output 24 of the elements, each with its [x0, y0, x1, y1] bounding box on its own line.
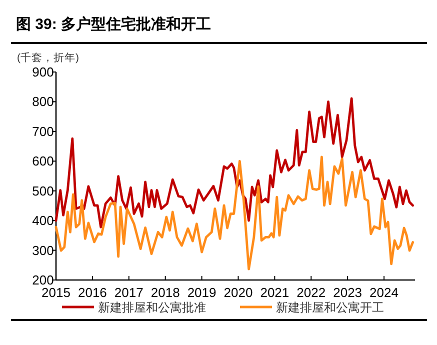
line-series	[54, 97, 414, 228]
legend-label: 新建排屋和公寓开工	[276, 300, 384, 314]
y-tick-label: 500	[32, 183, 54, 198]
x-tick-label: 2017	[114, 285, 144, 300]
x-tick-label: 2022	[296, 285, 326, 300]
y-tick-label: 700	[32, 124, 54, 139]
chart-title: 图 39: 多户型住宅批准和开工	[16, 15, 212, 33]
line-series	[54, 156, 414, 270]
legend-label: 新建排屋和公寓批准	[98, 300, 206, 314]
x-tick-label: 2016	[78, 285, 107, 300]
y-tick-label: 300	[32, 242, 54, 258]
x-tick-label: 2020	[224, 285, 253, 300]
y-tick-label: 900	[32, 64, 54, 80]
x-tick-label: 2021	[260, 285, 290, 300]
x-tick-label: 2018	[150, 285, 180, 300]
y-tick-label: 800	[32, 94, 54, 110]
y-tick-label: 600	[32, 154, 54, 169]
x-tick-label: 2019	[187, 285, 216, 300]
y-tick-label: 200	[32, 272, 54, 288]
x-tick-label: 2015	[42, 285, 70, 300]
x-tick-label: 2023	[333, 285, 362, 300]
y-tick-label: 400	[32, 213, 54, 228]
x-tick-label: 2024	[370, 285, 398, 300]
y-axis-title: (千套，折年)	[17, 51, 79, 64]
